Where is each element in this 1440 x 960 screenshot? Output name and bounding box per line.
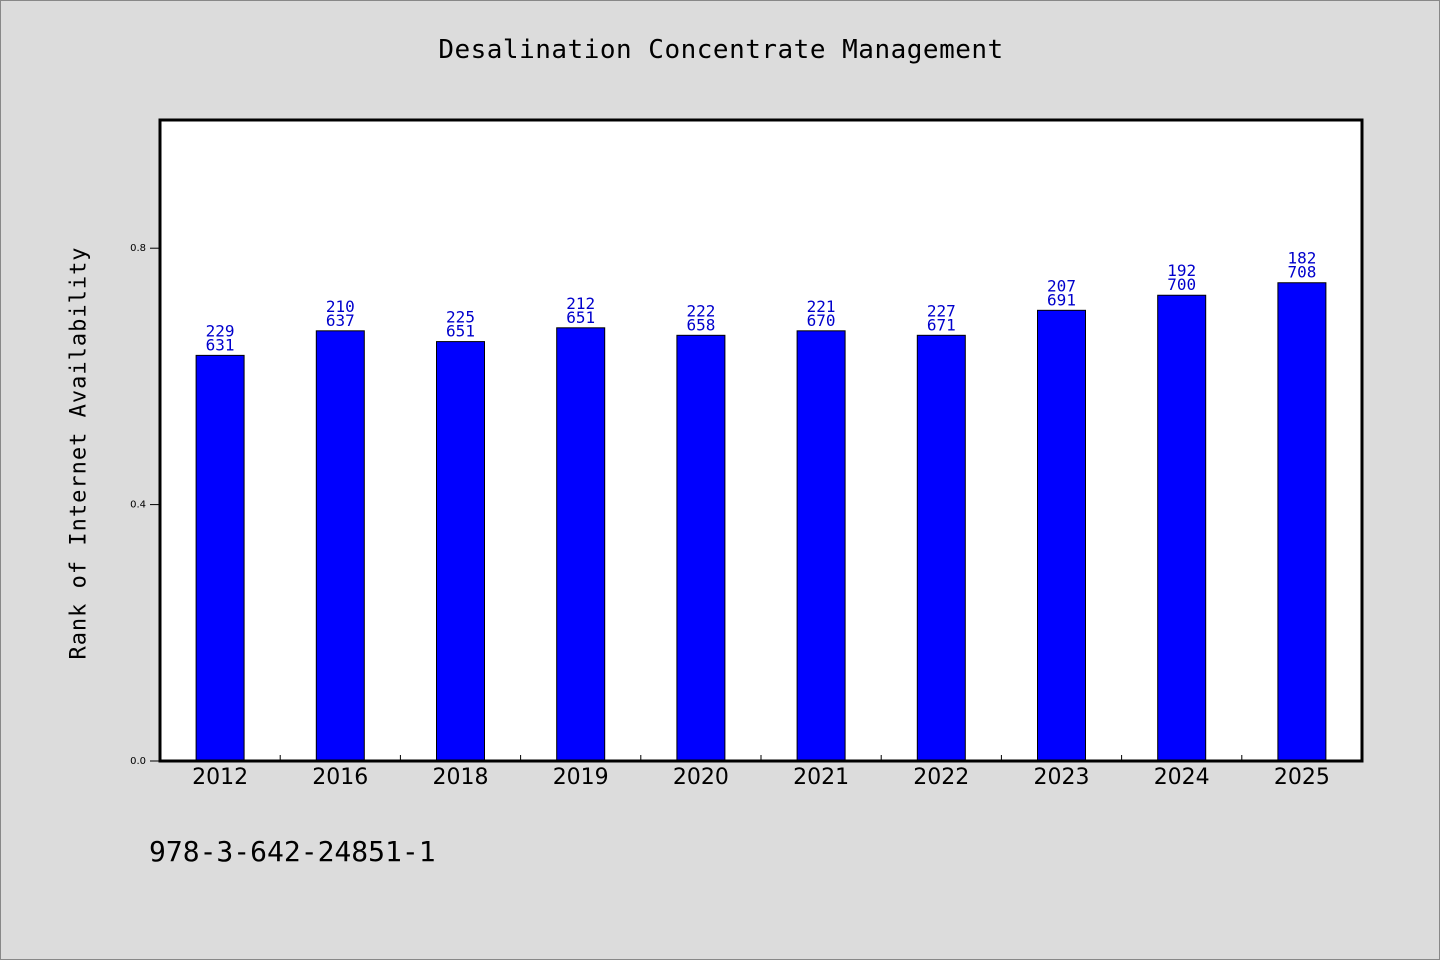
bar-label-bottom: 637 [326,311,355,330]
bar-2024 [1157,294,1207,762]
bar-label-top: 207 [1047,276,1076,295]
bar-2023 [1037,309,1086,762]
bar-2021 [796,330,846,762]
x-tick-label: 2020 [673,765,729,790]
bar-label-bottom: 651 [566,308,595,327]
bar-2020 [676,334,726,762]
bar-2012 [195,354,245,762]
x-tick-label: 2018 [433,765,489,790]
x-tick-label: 2024 [1154,765,1210,790]
bar-label-top: 222 [686,301,715,320]
x-tick-label: 2023 [1034,765,1090,790]
plot-frame [158,118,1364,763]
bar-2022 [916,334,966,762]
x-tick-label: 2025 [1274,765,1330,790]
bar-label-top: 225 [446,308,475,327]
bar-label-bottom: 658 [686,315,715,334]
bar-label-top: 227 [927,301,956,320]
axis-ticks-layer: 2012 2016 2018 2019 2020 2021 2022 2023 2024 2025… [130,243,1330,790]
bar-2016 [315,330,365,762]
x-tick-label: 2016 [312,765,368,790]
bar-label-bottom: 700 [1167,275,1196,294]
bar-label-bottom: 651 [446,322,475,341]
bar-2025 [1277,282,1327,762]
bar-label-top: 210 [326,297,355,316]
bar-label-bottom: 691 [1047,290,1076,309]
x-tick-label: 2019 [553,765,609,790]
bar-label-bottom: 708 [1287,263,1316,282]
bar-label-top: 229 [206,321,235,340]
bar-label-bottom: 670 [807,311,836,330]
bar-label-bottom: 671 [927,315,956,334]
bars-layer [195,282,1327,762]
x-tick-label: 2012 [192,765,248,790]
bar-label-top: 182 [1287,249,1316,268]
bar-label-top: 192 [1167,261,1196,280]
x-tick-label: 2022 [913,765,969,790]
x-tick-label: 2021 [793,765,849,790]
y-tick-label: 0.0 [130,756,146,767]
footer-code: 978-3-642-24851-1 [149,835,436,868]
bar-2018 [436,341,485,762]
y-axis-label: Rank of Internet Availability [66,246,92,660]
y-tick-label: 0.4 [130,500,146,511]
bar-2019 [556,327,606,762]
bar-label-bottom: 631 [206,335,235,354]
bar-label-top: 221 [807,297,836,316]
y-tick-label: 0.8 [130,243,146,254]
chart-title: Desalination Concentrate Management [438,35,1004,65]
bar-label-top: 212 [566,294,595,313]
